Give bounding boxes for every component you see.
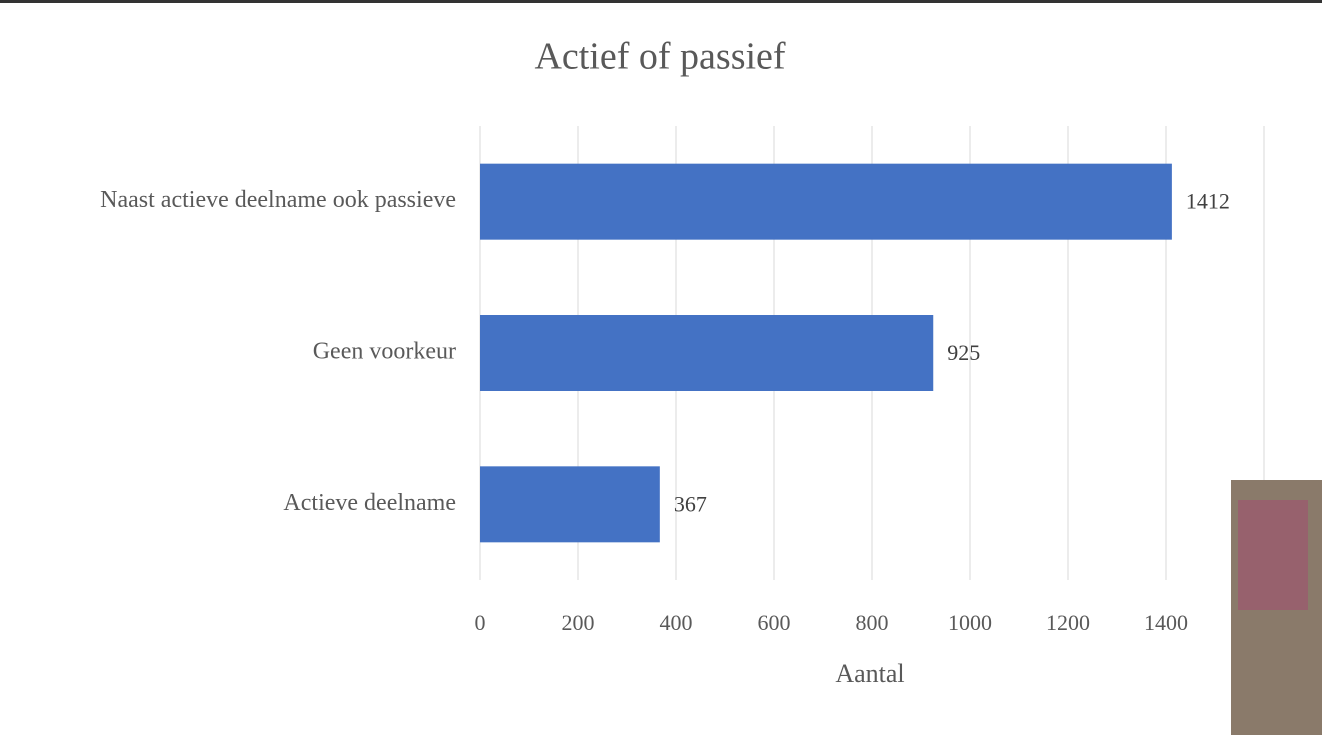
webcam-detail: [1238, 500, 1308, 610]
bar: [480, 315, 934, 391]
y-tick-label: Naast actieve deelname ook passieve: [100, 187, 456, 213]
chart-title: Actief of passief: [534, 36, 785, 78]
x-tick-label: 800: [856, 610, 889, 635]
x-axis-label: Aantal: [835, 659, 904, 688]
y-tick-label: Actieve deelname: [283, 490, 456, 516]
x-tick-label: 600: [758, 610, 791, 635]
x-tick-label: 1400: [1144, 610, 1188, 635]
bar: [480, 466, 660, 543]
y-tick-label: Geen voorkeur: [313, 339, 456, 365]
bar: [480, 163, 1172, 240]
x-tick-label: 400: [660, 610, 693, 635]
x-tick-label: 1200: [1046, 610, 1090, 635]
value-label: 367: [674, 491, 707, 516]
top-strip: [0, 0, 1322, 3]
plot-area: 0 200 400 600 800 1000 1200 1400 Naast actieve d…: [100, 126, 1265, 635]
x-tick-label: 0: [475, 610, 486, 635]
value-label: 925: [947, 340, 980, 365]
x-tick-label: 200: [562, 610, 595, 635]
x-tick-label: 1000: [948, 610, 992, 635]
value-label: 1412: [1186, 189, 1230, 214]
